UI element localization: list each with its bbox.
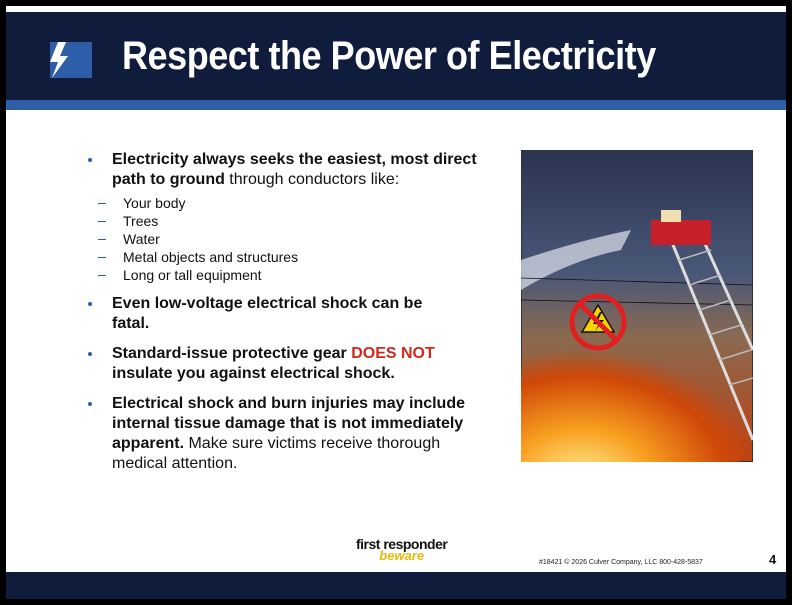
page-number: 4 <box>769 552 776 567</box>
slide: Respect the Power of Electricity Electri… <box>6 6 786 599</box>
text-segment: DOES NOT <box>351 345 435 362</box>
bullet: Electricity always seeks the easiest, mo… <box>88 150 512 284</box>
sub-item: Long or tall equipment <box>88 266 512 284</box>
logo: first responder beware <box>356 538 447 562</box>
sub-item: Trees <box>88 212 512 230</box>
page: Respect the Power of Electricity Electri… <box>0 0 792 605</box>
bullet-text: Even low-voltage electrical shock can be… <box>112 294 452 334</box>
text-segment: insulate you against electrical shock. <box>112 365 395 382</box>
sub-item: Your body <box>88 194 512 212</box>
bullet-text: Standard-issue protective gear DOES NOT … <box>112 344 492 384</box>
bullet: Even low-voltage electrical shock can be… <box>88 294 452 334</box>
photo <box>521 150 753 462</box>
title: Respect the Power of Electricity <box>122 34 656 79</box>
bullet: Standard-issue protective gear DOES NOT … <box>88 344 492 384</box>
bullet-text: Electricity always seeks the easiest, mo… <box>112 150 512 190</box>
text-segment: Standard-issue protective gear <box>112 345 351 362</box>
sub-item: Metal objects and structures <box>88 248 512 266</box>
bullet: Electrical shock and burn injuries may i… <box>88 394 482 474</box>
lightning-icon <box>36 40 92 80</box>
footer-bar <box>6 572 786 599</box>
sub-item: Water <box>88 230 512 248</box>
text-segment: through conductors like: <box>225 171 399 188</box>
bullet-list: Electricity always seeks the easiest, mo… <box>88 150 512 484</box>
header-stripe <box>6 100 786 110</box>
bullet-text: Electrical shock and burn injuries may i… <box>112 394 482 474</box>
copyright: #18421 © 2026 Culver Company, LLC 800-42… <box>539 559 703 566</box>
text-segment: Even low-voltage electrical shock can be… <box>112 295 422 332</box>
